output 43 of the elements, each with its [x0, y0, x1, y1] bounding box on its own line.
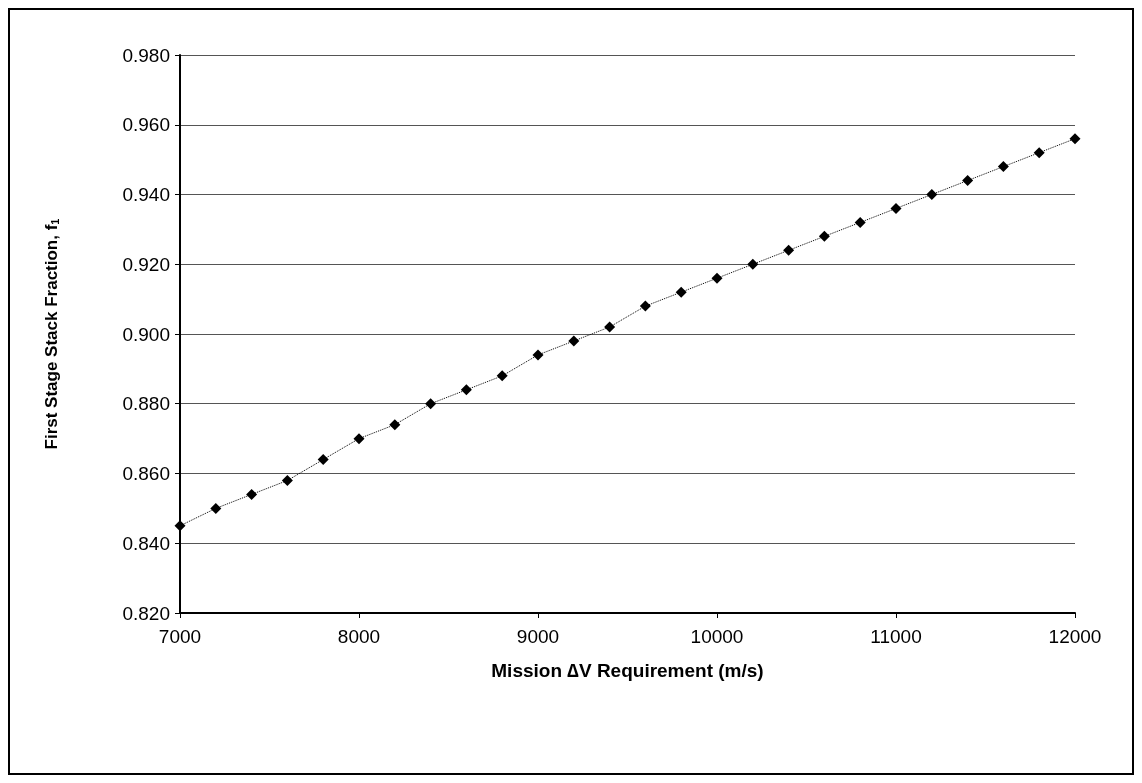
- y-tick-label: 0.960: [122, 114, 170, 136]
- point: [532, 349, 544, 361]
- y-tick-label: 0.920: [122, 253, 170, 275]
- point: [675, 286, 687, 298]
- x-tick-label: 10000: [690, 626, 744, 647]
- y-axis-title: First Stage Stack Fraction, f1: [42, 218, 61, 450]
- point: [747, 258, 759, 270]
- point: [818, 230, 830, 242]
- y-tick-label: 0.840: [122, 532, 170, 554]
- point: [568, 335, 580, 347]
- x-tick-label: 8000: [337, 626, 381, 647]
- point: [425, 398, 437, 410]
- point: [496, 370, 508, 382]
- point: [711, 272, 723, 284]
- x-tick-label: 12000: [1048, 626, 1102, 647]
- point: [997, 161, 1009, 173]
- x-tick-label: 11000: [870, 626, 922, 647]
- point: [1069, 133, 1081, 145]
- point: [460, 384, 472, 396]
- x-tick-label: 9000: [516, 626, 560, 647]
- point: [962, 175, 974, 187]
- point: [783, 244, 795, 256]
- x-tick-label: 7000: [158, 626, 202, 647]
- point: [1033, 147, 1045, 159]
- point: [890, 202, 902, 214]
- point: [604, 321, 616, 333]
- x-axis-title: Mission ∆V Requirement (m/s): [491, 660, 764, 681]
- point: [317, 454, 329, 466]
- point: [353, 433, 365, 445]
- point: [246, 488, 258, 500]
- point: [854, 216, 866, 228]
- point: [389, 419, 401, 431]
- y-tick-label: 0.860: [122, 463, 170, 484]
- point: [926, 189, 938, 200]
- y-tick-label: 0.820: [122, 602, 170, 624]
- y-tick-label: 0.980: [122, 44, 170, 66]
- y-tick-label: 0.900: [122, 323, 170, 345]
- y-tick-label: 0.940: [122, 184, 170, 205]
- point: [281, 474, 293, 486]
- point: [174, 520, 186, 532]
- point: [639, 300, 651, 312]
- point: [210, 502, 222, 514]
- y-tick-label: 0.880: [122, 393, 170, 415]
